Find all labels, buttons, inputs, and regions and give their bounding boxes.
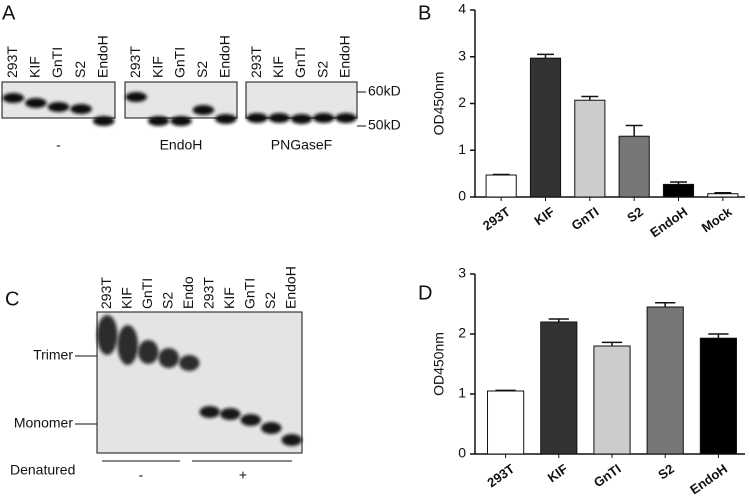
treatment-label: -: [56, 137, 61, 153]
band: [158, 348, 179, 368]
band: [192, 105, 215, 115]
band: [199, 406, 220, 418]
band: [261, 422, 282, 434]
bar: [618, 135, 650, 198]
lane-label: GnTI: [172, 47, 188, 78]
x-tick-label: KIF: [531, 204, 557, 228]
lane-label: 293T: [4, 46, 20, 78]
band: [92, 116, 115, 126]
band: [215, 114, 237, 124]
lane-label: S2: [72, 61, 88, 78]
band: [313, 113, 335, 123]
panel-label: B: [418, 2, 431, 24]
treatment-label: PNGaseF: [271, 137, 332, 153]
band: [246, 113, 268, 123]
bar: [646, 306, 684, 455]
x-tick-label: GnTI: [591, 461, 624, 490]
lane-label: 293T: [248, 46, 264, 78]
bar: [662, 183, 695, 198]
lane-label: 293T: [200, 277, 216, 309]
band: [25, 98, 47, 108]
band: [240, 414, 261, 426]
band: [170, 116, 192, 126]
y-tick-label: 1: [458, 385, 466, 401]
lane-label: GnTI: [292, 47, 308, 78]
bar: [529, 57, 562, 198]
lane-label: KIF: [118, 287, 134, 309]
lane-label: S2: [194, 61, 210, 78]
panel-label: D: [418, 282, 432, 304]
lane-label: 293T: [127, 46, 143, 78]
x-tick-label: S2: [624, 204, 646, 225]
y-tick-label: 0: [458, 188, 466, 204]
y-axis-label: OD450nm: [431, 332, 447, 396]
lane-label: Endo: [180, 276, 196, 309]
treatment-label: EndoH: [160, 137, 203, 153]
band: [335, 113, 357, 123]
band: [125, 92, 147, 102]
y-tick-label: 0: [458, 445, 466, 461]
band: [117, 325, 138, 365]
band: [147, 116, 170, 126]
lane-label: 293T: [98, 277, 114, 309]
y-tick-label: 3: [458, 47, 466, 63]
x-tick-label: Mock: [699, 204, 735, 236]
band: [281, 434, 302, 446]
lane-label: KIF: [221, 287, 237, 309]
bar: [485, 174, 517, 198]
lane-label: EndoH: [337, 35, 353, 78]
bar: [540, 321, 578, 455]
band: [70, 104, 92, 114]
band: [268, 113, 290, 123]
x-tick-label: KIF: [545, 461, 571, 485]
panel-label: C: [5, 288, 19, 310]
x-tick-label: EndoH: [647, 204, 690, 240]
y-tick-label: 2: [458, 94, 466, 110]
y-tick-label: 3: [458, 265, 466, 281]
bar: [574, 99, 606, 198]
lane-label: KIF: [27, 56, 43, 78]
lane-label: GnTI: [49, 47, 65, 78]
bar: [699, 337, 737, 455]
band-label: Monomer: [14, 415, 73, 431]
lane-label: EndoH: [282, 266, 298, 309]
lane-label: S2: [159, 292, 175, 309]
lane-label: GnTI: [139, 278, 155, 309]
panel-label: A: [2, 2, 16, 24]
y-tick-label: 2: [458, 325, 466, 341]
bar: [487, 390, 525, 455]
band: [138, 340, 159, 364]
marker-label: 60kD: [368, 83, 401, 99]
band: [290, 114, 313, 124]
x-tick-label: 293T: [484, 461, 517, 490]
lane-label: EndoH: [94, 35, 110, 78]
blot: [245, 81, 358, 119]
y-tick-label: 4: [458, 1, 466, 17]
condition-label: Denatured: [10, 462, 75, 478]
x-tick-label: GnTI: [569, 204, 602, 233]
x-tick-label: S2: [655, 461, 677, 482]
band: [2, 93, 25, 103]
band-label: Trimer: [33, 347, 73, 363]
band: [47, 102, 70, 112]
band: [220, 408, 241, 420]
bar: [593, 345, 631, 455]
lane-label: S2: [262, 292, 278, 309]
condition-value: -: [139, 467, 144, 483]
band: [97, 315, 118, 355]
condition-value: +: [239, 467, 247, 483]
marker-label: 50kD: [368, 117, 401, 133]
lane-label: GnTI: [241, 278, 257, 309]
lane-label: KIF: [270, 56, 286, 78]
x-tick-label: EndoH: [687, 461, 730, 497]
band: [179, 355, 200, 371]
lane-label: KIF: [149, 56, 165, 78]
lane-label: EndoH: [217, 35, 233, 78]
y-tick-label: 1: [458, 141, 466, 157]
x-tick-label: 293T: [480, 204, 513, 233]
y-axis-label: OD450nm: [431, 72, 447, 136]
bar: [707, 193, 739, 198]
lane-label: S2: [314, 61, 330, 78]
